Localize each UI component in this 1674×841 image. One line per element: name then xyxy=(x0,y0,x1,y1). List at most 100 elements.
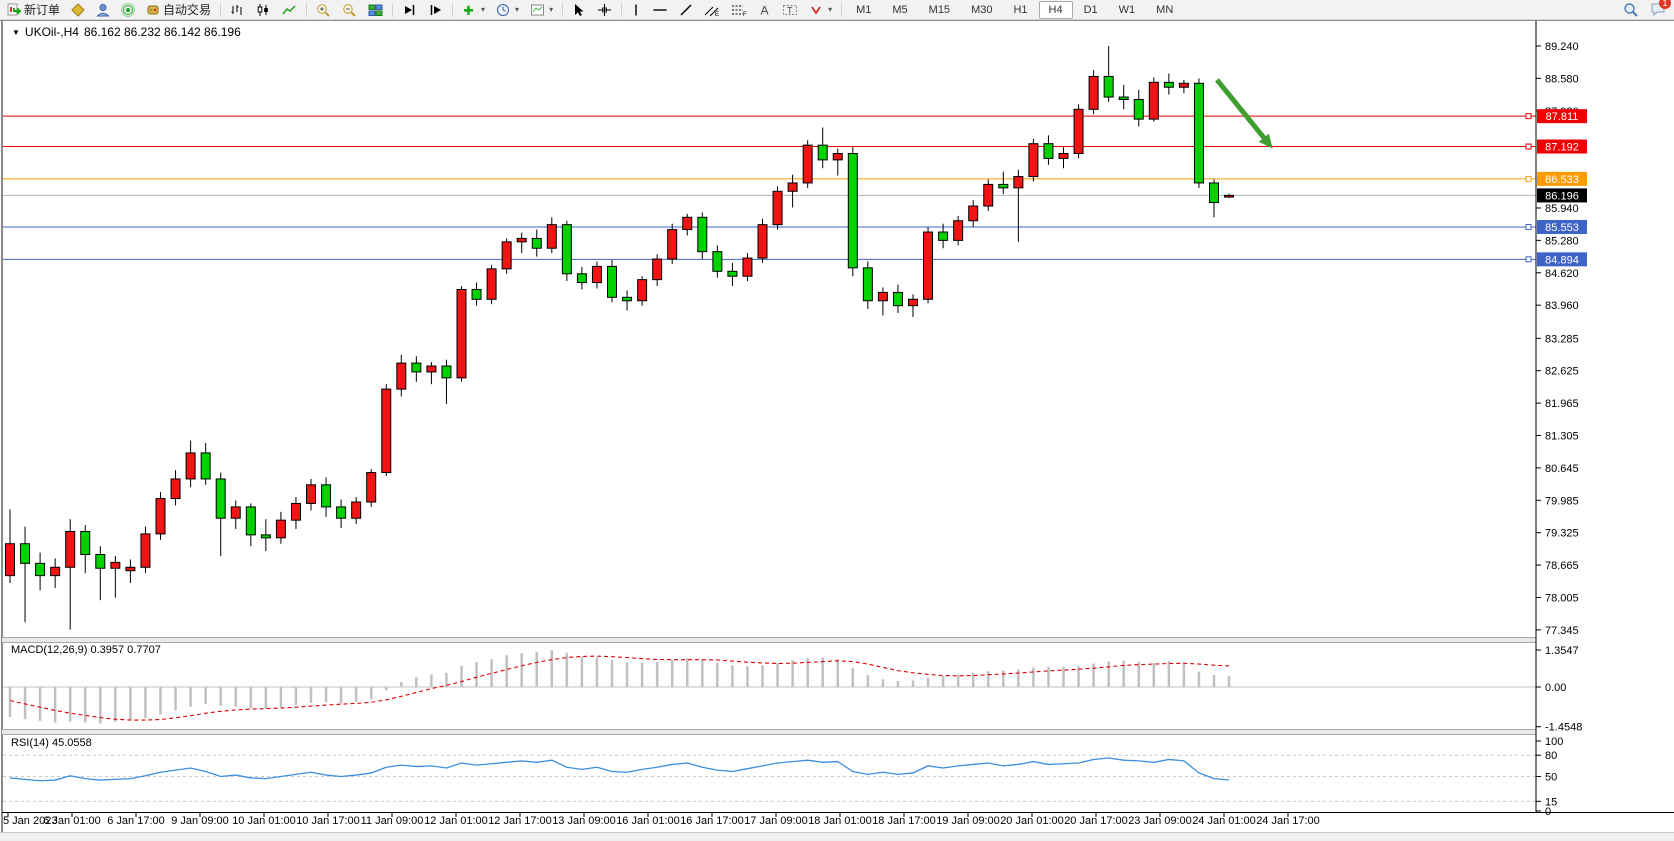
timeframe-m5-button[interactable]: M5 xyxy=(882,1,917,19)
candle[interactable] xyxy=(652,254,663,287)
candle[interactable] xyxy=(1118,84,1129,110)
candle[interactable] xyxy=(908,294,918,317)
candle[interactable] xyxy=(336,499,347,529)
level-price-label[interactable]: 84.894 xyxy=(1537,252,1587,267)
candle[interactable] xyxy=(35,552,46,591)
level-marker[interactable] xyxy=(1525,256,1532,263)
trendline-button[interactable] xyxy=(674,1,698,19)
trend-arrow-annotation[interactable] xyxy=(1215,78,1273,149)
candle[interactable] xyxy=(923,227,934,304)
current-price-label[interactable]: 86.196 xyxy=(1537,188,1587,203)
candle[interactable] xyxy=(591,261,602,289)
candle[interactable] xyxy=(1103,46,1114,102)
candle[interactable] xyxy=(230,500,241,529)
candle[interactable] xyxy=(516,232,527,254)
candle[interactable] xyxy=(441,359,452,404)
candle[interactable] xyxy=(1148,77,1159,122)
level-marker[interactable] xyxy=(1525,113,1532,120)
timeframe-m30-button[interactable]: M30 xyxy=(961,1,1002,19)
line-chart-button[interactable] xyxy=(277,1,302,19)
candle[interactable] xyxy=(471,282,482,306)
timeframe-h4-button[interactable]: H4 xyxy=(1038,0,1073,19)
candle[interactable] xyxy=(140,526,151,574)
candle[interactable] xyxy=(817,127,828,169)
indicators-button[interactable]: ▾ xyxy=(457,1,490,19)
fibonacci-button[interactable]: F xyxy=(726,1,752,19)
candle[interactable] xyxy=(1178,79,1189,94)
candle[interactable] xyxy=(20,526,31,623)
candle[interactable] xyxy=(847,147,858,277)
candle[interactable] xyxy=(351,497,362,525)
candle[interactable] xyxy=(622,290,633,311)
cursor-button[interactable] xyxy=(567,1,591,19)
level-price-label[interactable]: 85.553 xyxy=(1537,219,1587,234)
candle[interactable] xyxy=(65,519,76,630)
timeframe-mn-button[interactable]: MN xyxy=(1146,1,1183,19)
auto-scroll-button[interactable] xyxy=(397,1,422,19)
autotrading-button[interactable]: 自动交易 xyxy=(141,1,216,19)
candle[interactable] xyxy=(215,472,226,556)
candle[interactable] xyxy=(426,362,437,385)
candle[interactable] xyxy=(697,212,708,260)
candle[interactable] xyxy=(170,470,181,506)
level-marker[interactable] xyxy=(1525,143,1532,150)
candle[interactable] xyxy=(862,261,873,310)
candle[interactable] xyxy=(772,186,783,230)
candle[interactable] xyxy=(892,284,903,314)
candle[interactable] xyxy=(531,229,542,257)
candle[interactable] xyxy=(938,223,949,249)
timeframe-d1-button[interactable]: D1 xyxy=(1074,1,1108,19)
candle[interactable] xyxy=(306,478,316,511)
level-marker[interactable] xyxy=(1525,175,1532,182)
candle[interactable] xyxy=(1073,104,1084,159)
zoom-out-button[interactable] xyxy=(337,1,362,19)
candle[interactable] xyxy=(1193,78,1204,188)
candle[interactable] xyxy=(727,262,738,287)
candle[interactable] xyxy=(667,223,678,264)
candle[interactable] xyxy=(1209,179,1219,218)
candle[interactable] xyxy=(637,276,648,306)
candle[interactable] xyxy=(260,519,271,552)
level-price-label[interactable]: 87.192 xyxy=(1537,139,1587,154)
candle[interactable] xyxy=(953,215,964,246)
text-button[interactable]: A xyxy=(753,1,776,19)
zoom-in-button[interactable] xyxy=(311,1,336,19)
candle[interactable] xyxy=(155,492,166,540)
candle[interactable] xyxy=(546,217,557,254)
crosshair-button[interactable] xyxy=(592,1,617,19)
timeframe-m1-button[interactable]: M1 xyxy=(846,1,881,19)
candle[interactable] xyxy=(200,443,211,485)
candle[interactable] xyxy=(1043,135,1054,165)
new-order-button[interactable]: 新订单 xyxy=(2,1,65,19)
arrows-button[interactable]: ▾ xyxy=(804,1,837,19)
chart-shift-button[interactable] xyxy=(423,1,448,19)
candle[interactable] xyxy=(125,559,136,583)
candle[interactable] xyxy=(1088,70,1099,115)
candle[interactable] xyxy=(486,264,497,305)
candle[interactable] xyxy=(832,148,843,176)
candle[interactable] xyxy=(456,286,467,382)
signals-button[interactable] xyxy=(116,1,140,19)
horizontal-line-button[interactable] xyxy=(647,1,673,19)
price-axis[interactable]: 89.24088.58087.92085.94085.28084.62083.9… xyxy=(1535,21,1674,818)
candle[interactable] xyxy=(245,503,256,547)
bar-chart-button[interactable] xyxy=(225,1,250,19)
level-marker[interactable] xyxy=(1525,223,1532,230)
candle[interactable] xyxy=(5,509,15,583)
candle[interactable] xyxy=(757,218,768,263)
candle[interactable] xyxy=(1013,169,1024,242)
candle[interactable] xyxy=(682,213,693,236)
candle[interactable] xyxy=(998,171,1009,195)
candle[interactable] xyxy=(712,245,723,278)
candle[interactable] xyxy=(275,511,286,544)
pane-divider[interactable] xyxy=(2,637,1674,643)
candle[interactable] xyxy=(411,356,422,382)
timeframe-h1-button[interactable]: H1 xyxy=(1003,1,1037,19)
candle[interactable] xyxy=(787,174,798,208)
timeframe-m15-button[interactable]: M15 xyxy=(919,1,960,19)
metaeditor-button[interactable] xyxy=(66,1,90,19)
channel-button[interactable]: E xyxy=(699,1,725,19)
notifications-button[interactable]: 1 xyxy=(1645,0,1672,19)
